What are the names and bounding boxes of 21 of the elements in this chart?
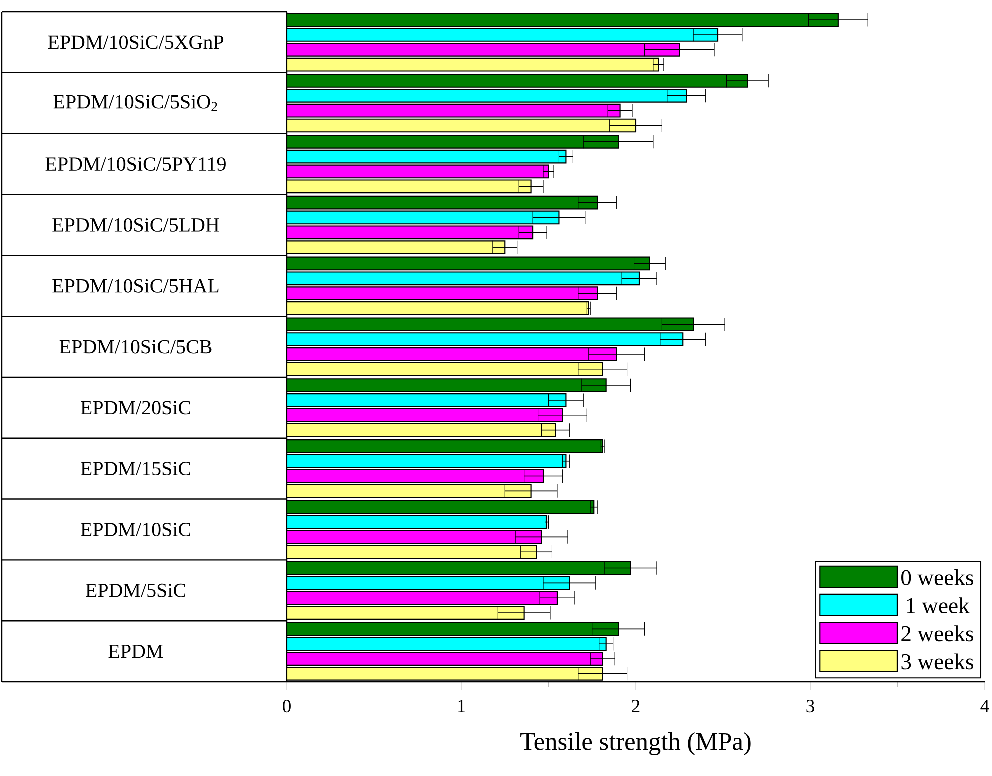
- y-tick-label: EPDM/10SiC/5SiO$_{2}$: [54, 95, 218, 112]
- x-tick-label: 1: [458, 700, 466, 712]
- legend-label: 1 week: [907, 598, 970, 614]
- y-tick-label: EPDM: [108, 644, 164, 658]
- x-tick-label: 4: [980, 700, 990, 712]
- y-tick-label: EPDM/10SiC/5LDH: [52, 218, 220, 232]
- legend-label: 2 weeks: [902, 626, 974, 642]
- x-tick-label: 3: [806, 700, 814, 713]
- y-tick-label: EPDM/10SiC/5CB: [60, 340, 212, 354]
- x-axis-title: Tensile strength (MPa): [520, 732, 751, 756]
- y-tick-label: EPDM/5SiC: [86, 584, 186, 598]
- x-tick-label: 0: [283, 700, 291, 713]
- y-tick-label: EPDM/10SiC/5XGnP: [48, 36, 224, 50]
- y-tick-label: EPDM/20SiC: [81, 401, 190, 415]
- y-tick-label: EPDM/10SiC/5HAL: [52, 279, 219, 293]
- legend-label: 3 weeks: [902, 654, 974, 670]
- y-tick-label: EPDM/10SiC/5PY119: [46, 158, 226, 172]
- legend-label: 0 weeks: [902, 570, 974, 586]
- y-tick-label: EPDM/15SiC: [81, 462, 190, 476]
- x-tick-label: 2: [632, 700, 640, 712]
- y-tick-label: EPDM/10SiC: [81, 522, 190, 536]
